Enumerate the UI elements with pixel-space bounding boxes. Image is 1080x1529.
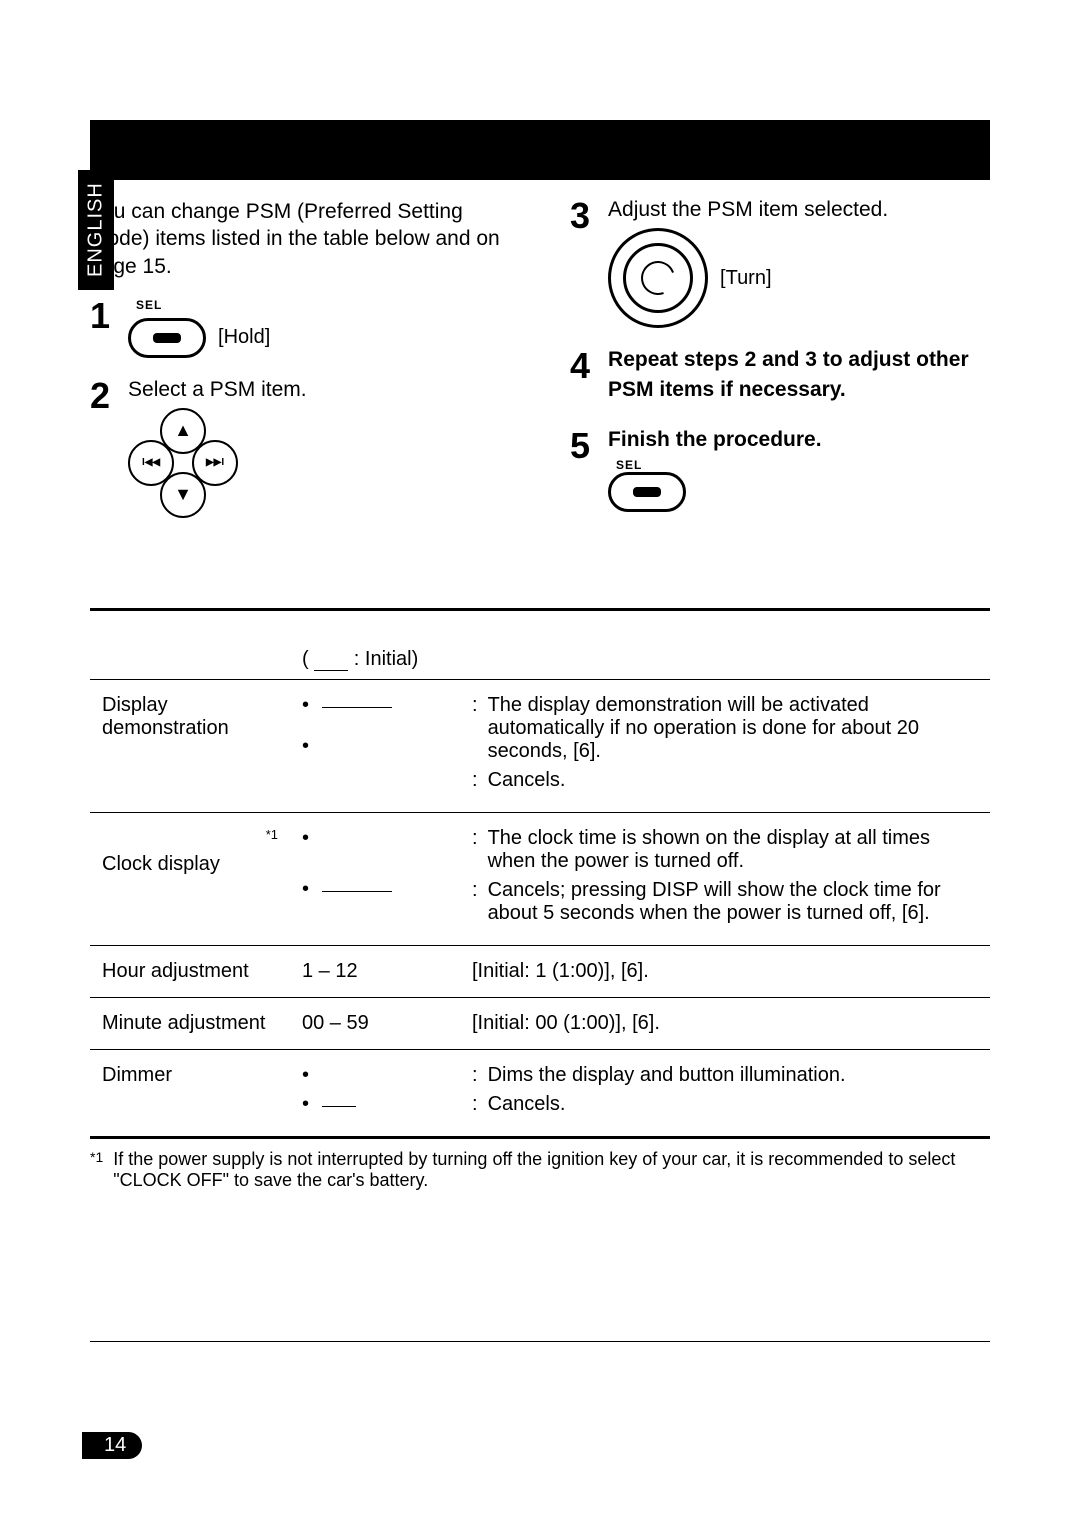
section-banner	[90, 120, 990, 180]
step-4: 4 Repeat steps 2 and 3 to adjust other P…	[570, 348, 990, 408]
step-1: 1 SEL [Hold]	[90, 298, 510, 358]
knob-icon	[608, 228, 708, 328]
demo-settings: • •	[290, 679, 460, 812]
dimmer-desc: :Dims the display and button illuminatio…	[460, 1049, 990, 1137]
intro-text: You can change PSM (Preferred Setting Mo…	[90, 198, 510, 280]
step-3-num: 3	[570, 198, 590, 234]
clock-desc-on: The clock time is shown on the display a…	[488, 827, 978, 873]
step-2-num: 2	[90, 378, 110, 414]
demo-label: Display demonstration	[90, 679, 290, 812]
clock-settings: • •	[290, 812, 460, 945]
sel-button-icon	[128, 318, 206, 358]
table-header-row: ( : Initial)	[90, 609, 990, 679]
col-indications	[90, 609, 290, 679]
hour-desc: [Initial: 1 (1:00)], [6].	[460, 945, 990, 997]
demo-desc: :The display demonstration will be activ…	[460, 679, 990, 812]
clock-disp-label: Clock display	[102, 853, 220, 875]
bottom-rule	[90, 1341, 990, 1342]
minute-label: Minute adjustment	[90, 997, 290, 1049]
col-desc	[460, 609, 990, 679]
clock-sup: *1	[266, 827, 278, 842]
row-hour: Hour adjustment 1 – 12 [Initial: 1 (1:00…	[90, 945, 990, 997]
row-demo: Display demonstration • • :The display d…	[90, 679, 990, 812]
footnote-mark: *1	[90, 1149, 103, 1165]
turn-label: [Turn]	[720, 267, 772, 290]
sel-button-icon-2	[608, 472, 686, 512]
step-2-text: Select a PSM item.	[128, 378, 510, 402]
step-2: 2 Select a PSM item. ▲ ▼ I◀◀ ▶▶I	[90, 378, 510, 518]
page-number: 14	[82, 1432, 142, 1459]
dimmer-desc-on: Dims the display and button illumination…	[488, 1064, 846, 1087]
psm-table: ( : Initial) Display demonstration • • :…	[90, 608, 990, 1139]
footnote-text: If the power supply is not interrupted b…	[113, 1149, 990, 1191]
row-minute: Minute adjustment 00 – 59 [Initial: 00 (…	[90, 997, 990, 1049]
clock-desc: :The clock time is shown on the display …	[460, 812, 990, 945]
hour-range: 1 – 12	[290, 945, 460, 997]
demo-desc-on: The display demonstration will be activa…	[488, 694, 978, 763]
step-3-text: Adjust the PSM item selected.	[608, 198, 990, 222]
row-dimmer: Dimmer • • :Dims the display and button …	[90, 1049, 990, 1137]
col-settings: ( : Initial)	[290, 609, 460, 679]
hour-label: Hour adjustment	[90, 945, 290, 997]
step-4-num: 4	[570, 348, 590, 384]
dimmer-label: Dimmer	[90, 1049, 290, 1137]
language-tab: ENGLISH	[78, 170, 114, 290]
dimmer-desc-off: Cancels.	[488, 1093, 566, 1116]
demo-desc-off: Cancels.	[488, 769, 566, 792]
clock-desc-off: Cancels; pressing DISP will show the clo…	[488, 879, 978, 925]
sel-label-1: SEL	[136, 298, 162, 312]
dimmer-settings: • •	[290, 1049, 460, 1137]
footnote: *1 If the power supply is not interrupte…	[90, 1149, 990, 1191]
step-5-num: 5	[570, 428, 590, 464]
step-4-line2: PSM items if necessary.	[608, 378, 990, 402]
nav-cluster-icon: ▲ ▼ I◀◀ ▶▶I	[128, 408, 238, 518]
step-5: 5 Finish the procedure. SEL	[570, 428, 990, 512]
step-5-text: Finish the procedure.	[608, 428, 990, 452]
minute-desc: [Initial: 00 (1:00)], [6].	[460, 997, 990, 1049]
minute-range: 00 – 59	[290, 997, 460, 1049]
sel-label-2: SEL	[616, 458, 642, 472]
step-1-num: 1	[90, 298, 110, 334]
step-4-line1: Repeat steps 2 and 3 to adjust other	[608, 348, 990, 372]
hold-label: [Hold]	[218, 326, 270, 349]
step-3: 3 Adjust the PSM item selected. [Turn]	[570, 198, 990, 328]
row-clock-display: *1 Clock display • • :The clock time is …	[90, 812, 990, 945]
